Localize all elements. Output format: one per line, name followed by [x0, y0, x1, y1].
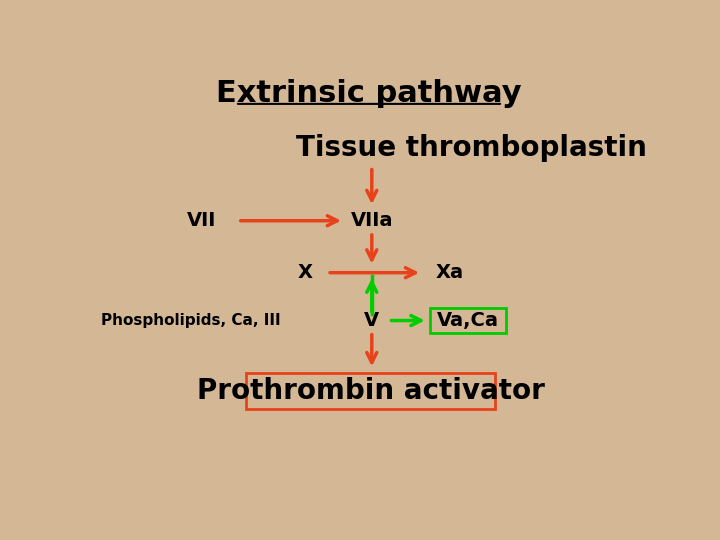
Text: Prothrombin activator: Prothrombin activator: [197, 377, 544, 405]
Text: VII: VII: [187, 211, 216, 230]
FancyBboxPatch shape: [431, 308, 505, 333]
Text: Extrinsic pathway: Extrinsic pathway: [216, 79, 522, 109]
Text: X: X: [297, 263, 312, 282]
Text: Phospholipids, Ca, III: Phospholipids, Ca, III: [101, 313, 280, 328]
Text: VIIa: VIIa: [351, 211, 393, 230]
Text: Va,Ca: Va,Ca: [437, 311, 500, 330]
Text: Xa: Xa: [436, 263, 464, 282]
FancyBboxPatch shape: [246, 373, 495, 409]
Text: Tissue thromboplastin: Tissue thromboplastin: [297, 134, 647, 162]
Text: V: V: [364, 311, 379, 330]
